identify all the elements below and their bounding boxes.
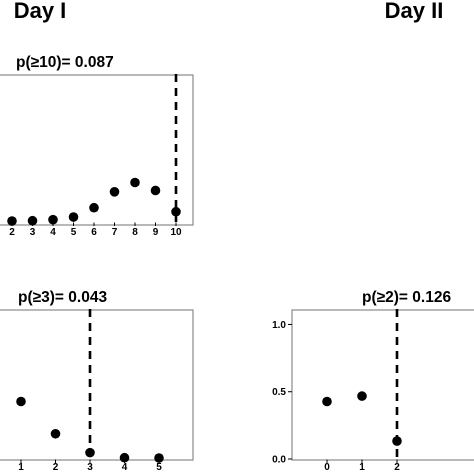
panel-2-marks: 1 2 3 4 5	[16, 309, 164, 473]
panel-1-data-point	[171, 206, 181, 217]
panel-3-y-tick-label: 1.0	[272, 320, 286, 331]
panel-3-data-point	[357, 391, 367, 401]
panel-3-y-tick-label: 0.0	[272, 455, 286, 466]
panel-3-title: p(≥2)= 0.126	[362, 289, 451, 306]
panel-2-x-tick-label: 3	[87, 462, 93, 473]
panel-2-data-point	[154, 453, 164, 463]
panel-1-data-point	[7, 216, 17, 226]
panel-3-x-tick-label: 1	[359, 462, 365, 473]
panel-1-title: p(≥10)= 0.087	[16, 54, 114, 71]
panel-3-data-point	[392, 436, 402, 446]
panel-1-data-point	[27, 215, 38, 226]
panel-2-x-tick-label: 5	[156, 462, 162, 473]
panel-2-title: p(≥3)= 0.043	[18, 289, 107, 306]
panel-1-data-point	[89, 202, 99, 213]
panel-2-data-point	[119, 452, 130, 463]
panel-3-marks: 0 1 2 0.0 0.5 1.0	[272, 309, 402, 473]
panel-1-x-tick-label: 4	[50, 227, 56, 238]
panel-1-x-tick-label: 2	[9, 227, 15, 238]
panel-2-frame	[0, 309, 194, 461]
panel-day-1-bottom: p(≥3)= 0.043 1 2 3 4 5	[0, 289, 194, 473]
panel-1-data-point	[68, 212, 79, 222]
panel-1-x-tick-label: 9	[153, 227, 159, 238]
panel-1-data-point	[109, 187, 120, 197]
panel-1-frame	[0, 74, 194, 226]
panel-1-x-tick-label: 8	[132, 227, 138, 238]
panel-day-1-top: p(≥10)= 0.087 2 3 4 5 6 7 8 9 10	[0, 54, 194, 238]
panel-1-x-tick-label: 10	[170, 227, 182, 238]
panel-1-data-point	[150, 185, 161, 196]
panel-3-data-point	[322, 396, 332, 407]
day-2-heading: Day II	[385, 0, 444, 23]
panel-1-x-tick-label: 3	[30, 227, 36, 238]
panel-2-x-tick-label: 1	[18, 462, 24, 473]
panel-day-2-bottom: p(≥2)= 0.126 0 1 2 0.0 0.5 1.0	[272, 289, 474, 473]
panel-1-marks: 2 3 4 5 6 7 8 9 10	[7, 74, 182, 238]
panel-2-data-point	[85, 447, 95, 458]
panel-1-x-tick-label: 6	[91, 227, 97, 238]
panel-2-data-point	[50, 428, 61, 439]
panel-1-data-point	[130, 177, 140, 188]
panel-3-x-tick-label: 0	[324, 462, 330, 473]
panel-1-x-tick-label: 7	[112, 227, 118, 238]
panel-2-data-point	[16, 396, 26, 407]
panel-2-x-tick-label: 4	[122, 462, 128, 473]
panel-3-frame	[291, 309, 474, 461]
panel-1-data-point	[48, 214, 58, 225]
panel-3-y-tick-label: 0.5	[272, 387, 286, 398]
panel-1-x-tick-label: 5	[71, 227, 77, 238]
day-1-heading: Day I	[14, 0, 67, 23]
panel-3-x-tick-label: 2	[394, 462, 400, 473]
panel-2-x-tick-label: 2	[53, 462, 59, 473]
